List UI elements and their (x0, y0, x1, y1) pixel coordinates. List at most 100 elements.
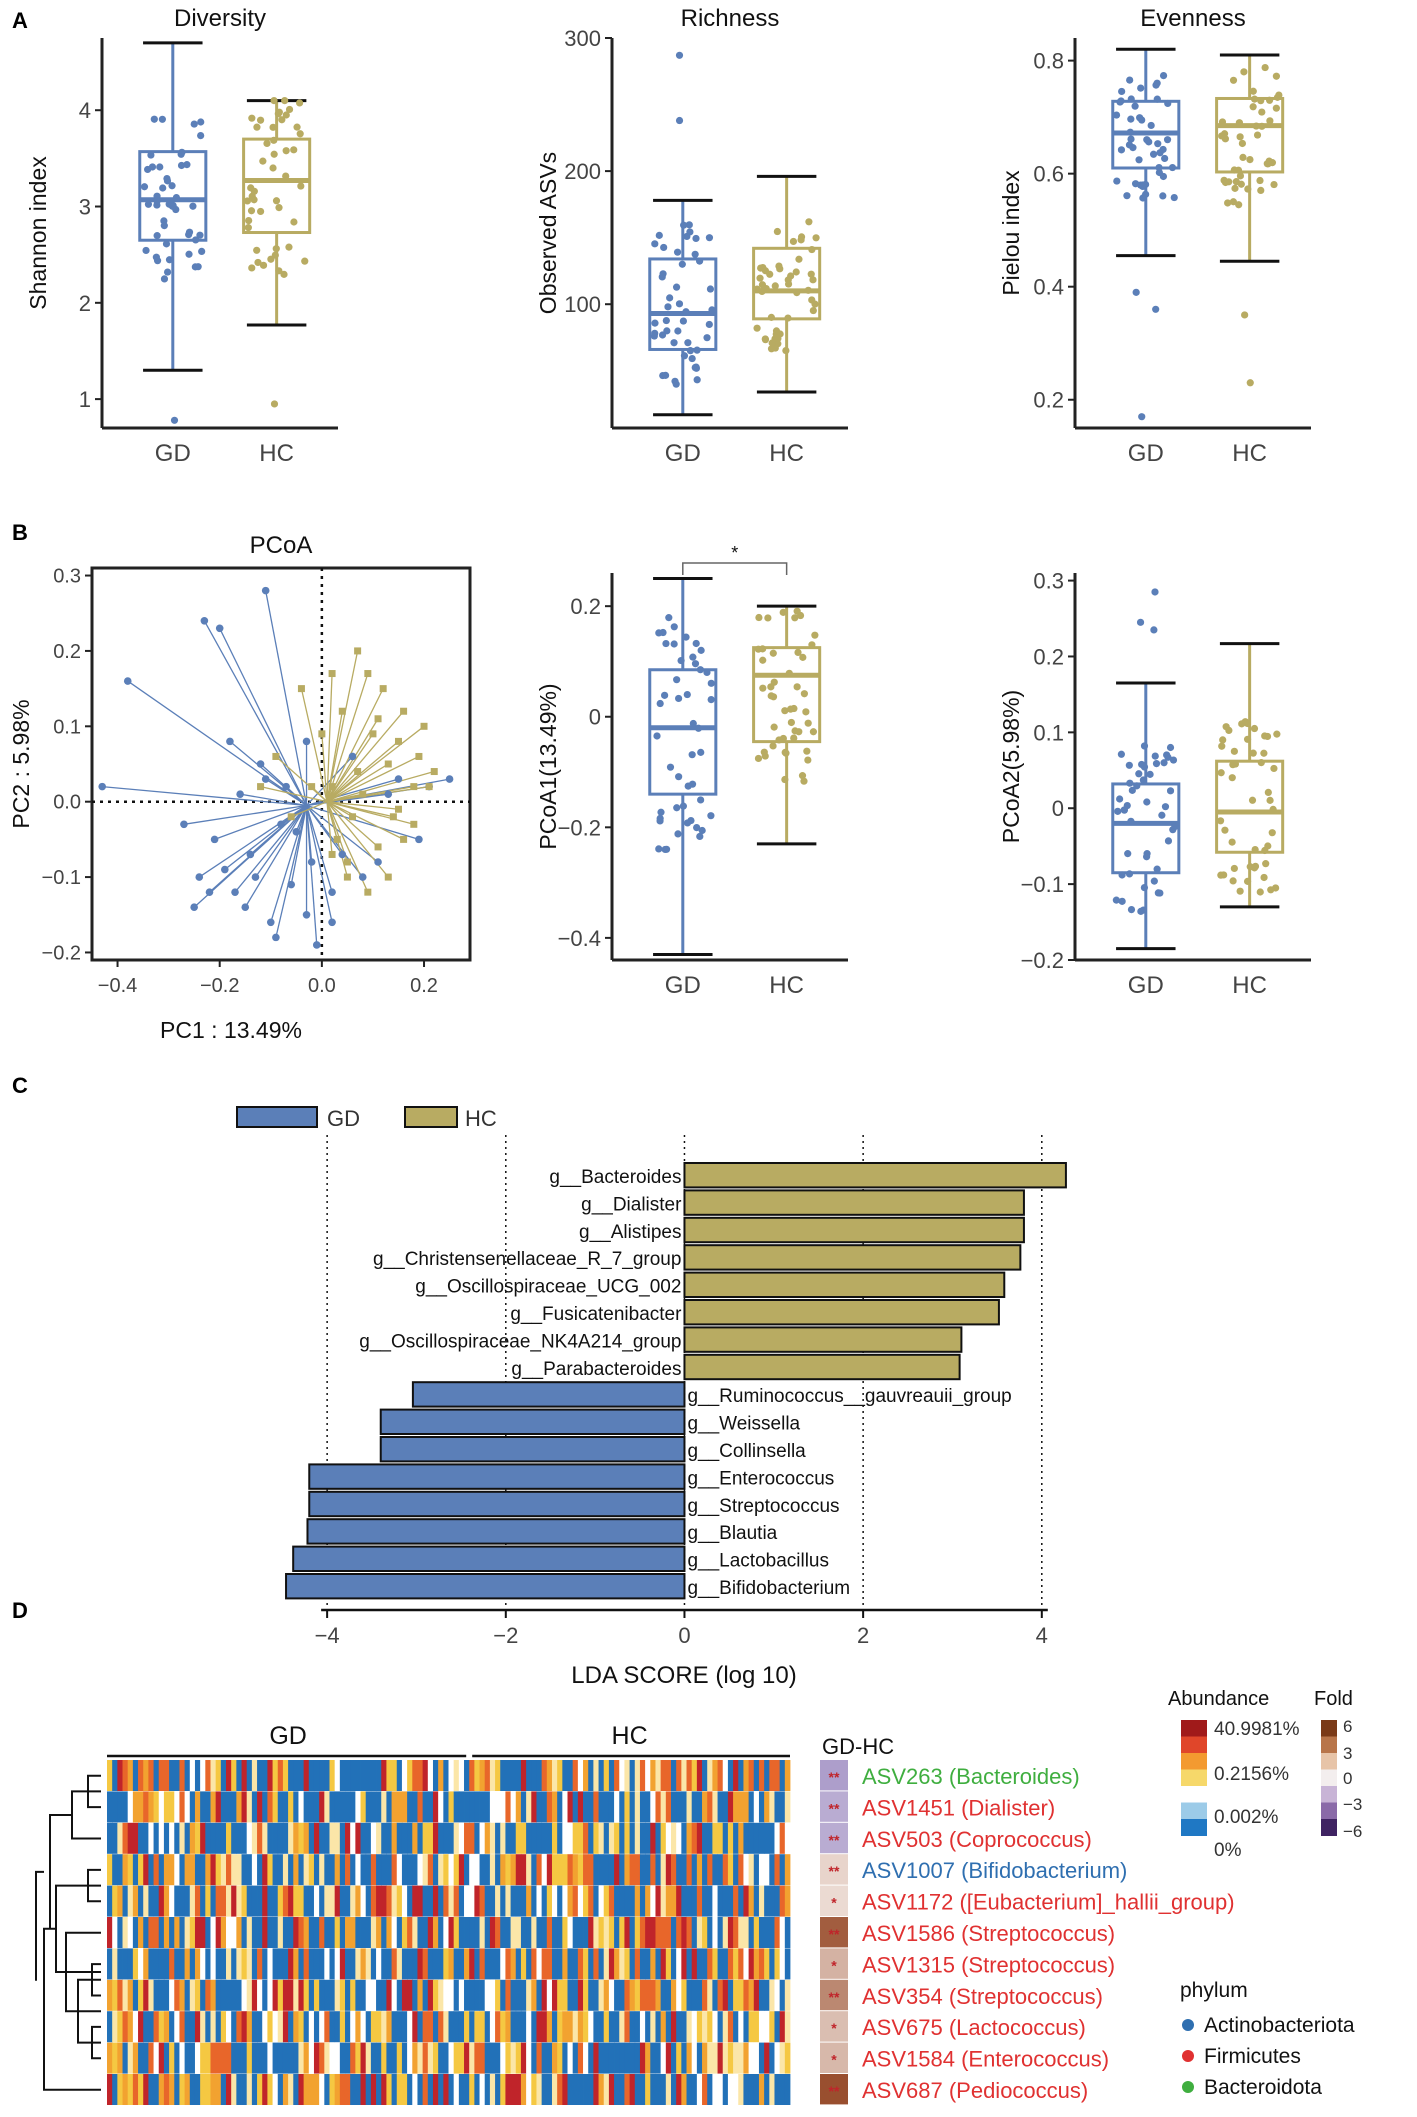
data-point (793, 289, 801, 297)
heatmap-cell (391, 1854, 398, 1886)
heatmap-cell (577, 1791, 584, 1823)
heatmap-cell (288, 1917, 294, 1948)
spider-line (240, 793, 307, 807)
heatmap-cell (769, 2042, 775, 2074)
data-point (189, 202, 197, 210)
heatmap-cell (458, 1885, 465, 1917)
heatmap-cell (339, 2011, 346, 2043)
data-point (782, 346, 790, 355)
heatmap-cell (464, 2074, 470, 2105)
heatmap-cell (665, 2042, 672, 2074)
data-point (1220, 871, 1228, 879)
heatmap-cell (608, 1948, 615, 1980)
heatmap-cell (220, 1854, 227, 1886)
heatmap-cell (583, 1791, 589, 1823)
heatmap-cell (758, 1917, 765, 1948)
heatmap-cell (158, 1854, 165, 1886)
heatmap-cell (231, 2042, 237, 2074)
heatmap-cell (510, 1854, 517, 1886)
heatmap-cell (200, 2011, 206, 2043)
heatmap-cell (288, 2042, 294, 2074)
heatmap-cell (143, 1979, 149, 2011)
heatmap-cell (427, 1791, 434, 1823)
heatmap-cell (132, 1760, 139, 1791)
heatmap-cell (262, 1948, 268, 1980)
heatmap-cell (293, 1948, 299, 1980)
heatmap-cell (681, 1979, 687, 2011)
bar-label: g__Oscillospiraceae_NK4A214_group (359, 1331, 681, 1352)
heatmap-cell (634, 2074, 641, 2105)
data-point (243, 197, 252, 205)
heatmap-cell (215, 2074, 222, 2105)
fold-column-header: GD-HC (822, 1734, 894, 1759)
heatmap-cell (407, 2011, 413, 2043)
heatmap-cell (500, 1885, 506, 1917)
heatmap-cell (650, 2074, 656, 2105)
heatmap-cell (712, 1885, 718, 1917)
heatmap-cell (484, 1885, 491, 1917)
heatmap-cell (179, 2042, 186, 2074)
heatmap-cell (738, 1885, 744, 1917)
heatmap-cell (753, 1948, 760, 1980)
data-point (410, 820, 418, 828)
heatmap-cell (598, 1791, 605, 1823)
heatmap-cell (329, 1822, 336, 1854)
heatmap-cell (231, 1791, 237, 1823)
heatmap-cell (650, 1791, 656, 1823)
heatmap-cell (448, 1948, 455, 1980)
heatmap-cell (712, 1948, 718, 1980)
heatmap-cell (608, 1917, 615, 1948)
data-point (677, 656, 685, 665)
heatmap-cell (593, 1917, 599, 1948)
heatmap-cell (339, 1885, 346, 1917)
heatmap-cell (588, 1885, 594, 1917)
heatmap-cell (303, 1948, 310, 1980)
heatmap-cell (541, 2074, 548, 2105)
bar (411, 1381, 686, 1408)
spider-line (102, 785, 307, 807)
heatmap-cell (386, 2042, 392, 2074)
heatmap-cell (598, 1822, 605, 1854)
heatmap-cell (541, 1854, 548, 1886)
heatmap-cell (355, 1854, 361, 1886)
data-point (1112, 111, 1121, 119)
heatmap-cell (174, 2042, 180, 2074)
heatmap-cell (205, 1979, 211, 2011)
heatmap-cell (639, 1979, 646, 2011)
heatmap-cell (614, 2074, 620, 2105)
data-point (789, 237, 798, 246)
fold-legend-swatch (1321, 1802, 1337, 1820)
heatmap-cell (567, 1979, 574, 2011)
outlier-point (1150, 626, 1158, 634)
heatmap-cell (391, 1822, 398, 1854)
heatmap-cell (500, 1917, 506, 1948)
x-tick-label: GD (155, 440, 191, 467)
heatmap-cell (355, 2011, 361, 2043)
heatmap-cell (598, 2074, 605, 2105)
heatmap-cell (660, 1979, 667, 2011)
heatmap-cell (546, 1822, 553, 1854)
y-tick-label: 0 (589, 705, 601, 730)
data-point (785, 669, 793, 677)
data-point (205, 888, 214, 896)
heatmap-cell (319, 1948, 325, 1980)
heatmap-cell (531, 1791, 537, 1823)
heatmap-cell (220, 2011, 227, 2043)
heatmap-cell (422, 1760, 429, 1791)
spider-line (306, 804, 420, 841)
heatmap-cell (562, 1822, 568, 1854)
data-point (272, 752, 280, 760)
heatmap-cell (200, 1979, 206, 2011)
heatmap-cell (246, 1917, 253, 1948)
heatmap-cell (536, 1917, 543, 1948)
heatmap-cell (665, 1948, 672, 1980)
heatmap-cell (246, 1885, 253, 1917)
heatmap-cell (179, 1854, 186, 1886)
heatmap-cell (422, 1979, 429, 2011)
data-point (755, 613, 763, 622)
heatmap-cell (479, 1885, 486, 1917)
heatmap-cell (593, 2042, 599, 2074)
heatmap-cell (764, 2074, 770, 2105)
heatmap-cell (712, 1854, 718, 1886)
data-point (282, 172, 290, 180)
